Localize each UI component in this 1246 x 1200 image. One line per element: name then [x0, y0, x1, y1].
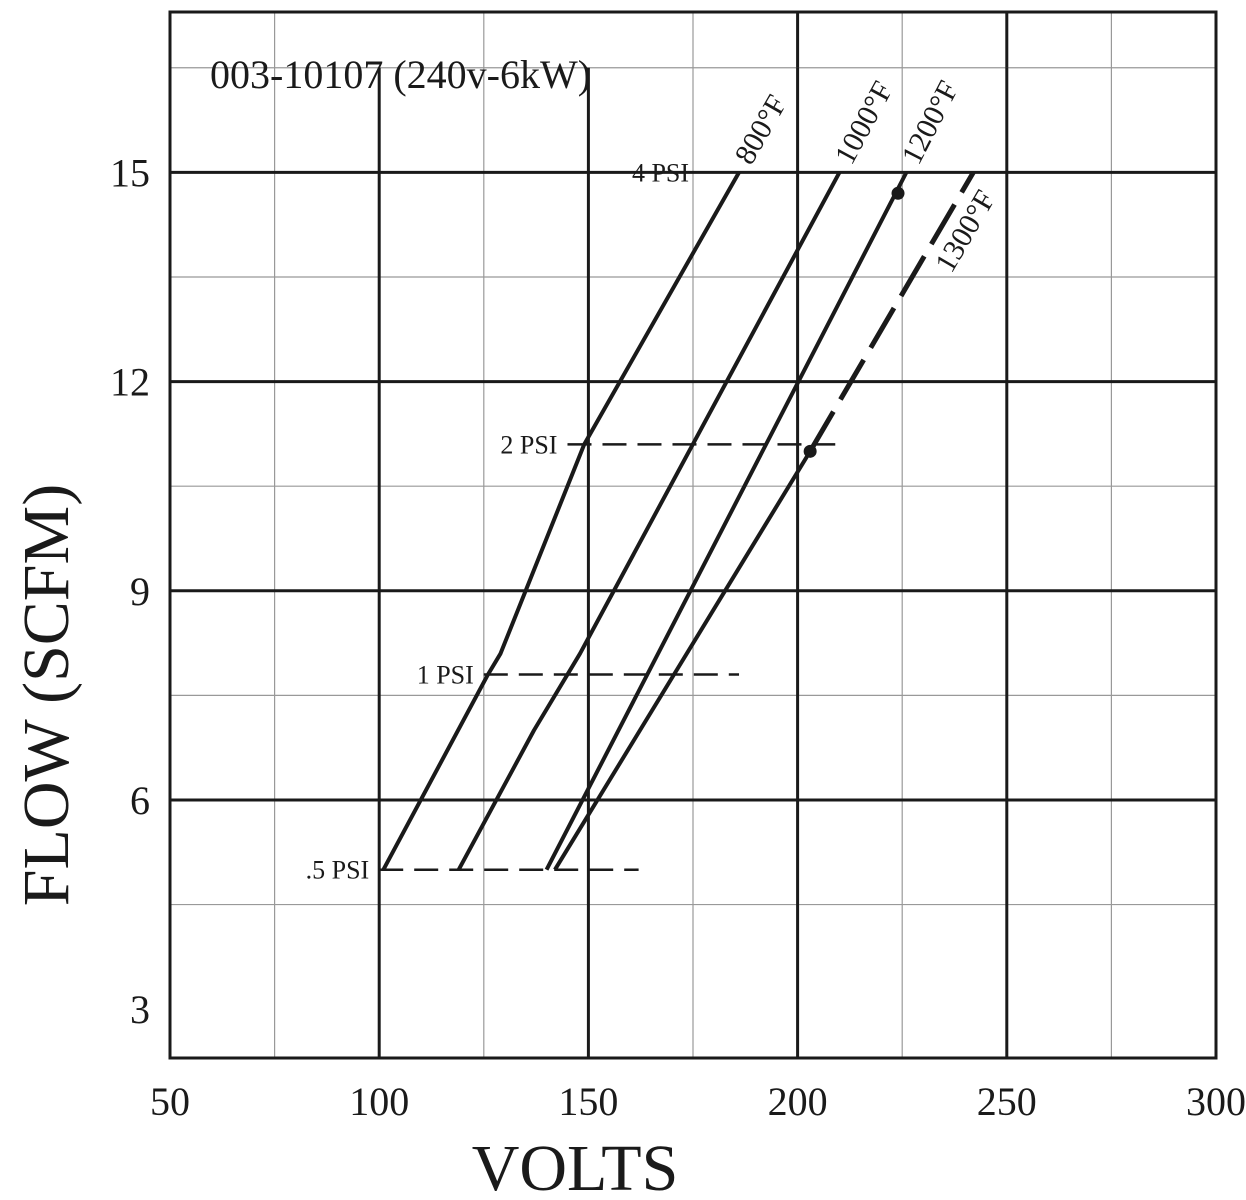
- series-line: [553, 450, 812, 871]
- plot-frame: [168, 10, 1218, 1060]
- y-axis-label: FLOW (SCFM): [10, 484, 83, 906]
- pressure-lines: .5 PSI 1 PSI 2 PSI 4 PSI: [306, 158, 836, 885]
- data-markers: [803, 186, 905, 458]
- series-label: 1000°F: [829, 76, 900, 170]
- x-tick-label: 50: [150, 1079, 190, 1124]
- series-line: [381, 171, 741, 871]
- y-tick-label: 9: [130, 569, 150, 614]
- x-tick-labels: 50 100 150 200 250 300: [150, 1079, 1246, 1124]
- pressure-label: 4 PSI: [632, 158, 689, 187]
- x-tick-label: 200: [768, 1079, 828, 1124]
- pressure-label: .5 PSI: [306, 856, 370, 885]
- x-axis-label: VOLTS: [472, 1132, 679, 1200]
- series-line: [456, 171, 842, 871]
- data-marker: [891, 186, 905, 200]
- y-tick-label: 15: [110, 150, 150, 195]
- series-label: 800°F: [728, 89, 793, 169]
- y-tick-label: 6: [130, 778, 150, 823]
- data-marker: [803, 444, 817, 458]
- series-line: [544, 171, 909, 871]
- y-tick-label: 12: [110, 360, 150, 405]
- chart-title: 003-10107 (240v-6kW): [210, 52, 591, 97]
- y-tick-labels: 3 6 9 12 15: [110, 150, 150, 1032]
- series-label: 1200°F: [895, 76, 965, 170]
- x-tick-label: 150: [558, 1079, 618, 1124]
- minor-gridlines: [170, 12, 1216, 1058]
- x-tick-label: 300: [1186, 1079, 1246, 1124]
- major-gridlines: [170, 12, 1216, 1058]
- x-tick-label: 100: [349, 1079, 409, 1124]
- pressure-label: 1 PSI: [417, 660, 474, 689]
- series-line-dashed: [807, 171, 976, 453]
- x-tick-label: 250: [977, 1079, 1037, 1124]
- pressure-label: 2 PSI: [500, 430, 557, 459]
- y-tick-label: 3: [130, 987, 150, 1032]
